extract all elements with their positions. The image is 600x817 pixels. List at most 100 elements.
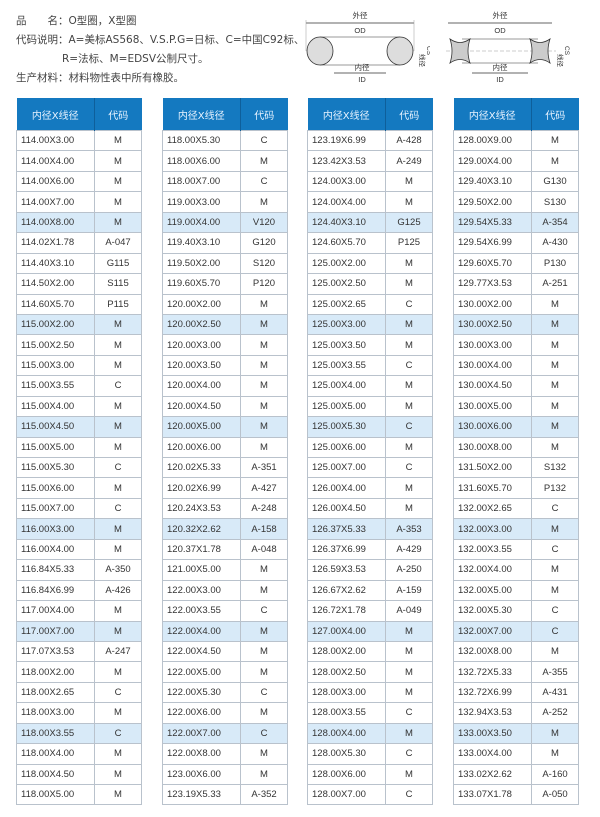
code-cell: M bbox=[531, 743, 579, 765]
code-cell: V120 bbox=[240, 211, 288, 234]
table-row: 130.00X2.00 M bbox=[453, 293, 579, 315]
table-row: 126.72X1.78 A-049 bbox=[307, 600, 433, 622]
table-row: 132.00X5.00 M bbox=[453, 579, 579, 602]
code-cell: A-428 bbox=[385, 129, 433, 152]
code-cell: M bbox=[94, 600, 142, 622]
code-cell: M bbox=[240, 640, 288, 663]
code-cell: C bbox=[240, 722, 288, 745]
table-row: 118.00X3.00 M bbox=[16, 702, 142, 724]
size-cell: 129.60X5.70 bbox=[453, 252, 532, 275]
code-cell: M bbox=[240, 150, 288, 172]
table-row: 122.00X8.00 M bbox=[162, 743, 288, 765]
header-size: 内径X线径 bbox=[16, 98, 95, 131]
size-cell: 122.00X3.55 bbox=[162, 600, 241, 622]
size-cell: 125.00X3.50 bbox=[307, 334, 386, 356]
code-cell: M bbox=[94, 150, 142, 172]
size-cell: 125.00X7.00 bbox=[307, 456, 386, 479]
table-row: 120.00X2.50 M bbox=[162, 313, 288, 336]
size-cell: 117.07X3.53 bbox=[16, 640, 95, 663]
code-cell: M bbox=[240, 334, 288, 356]
id-label: ID bbox=[358, 75, 366, 82]
table-header: 内径X线径 代码 bbox=[162, 98, 288, 131]
size-cell: 120.32X2.62 bbox=[162, 518, 241, 540]
code-cell: M bbox=[94, 477, 142, 499]
size-cell: 132.94X3.53 bbox=[453, 702, 532, 724]
size-cell: 118.00X5.00 bbox=[16, 783, 95, 806]
header-size: 内径X线径 bbox=[307, 98, 386, 131]
size-table-2: 内径X线径 代码 118.00X5.30 C 118.00X6.00 M 118.00X7.… bbox=[162, 98, 288, 806]
table-row: 115.00X3.00 M bbox=[16, 354, 142, 377]
table-row: 118.00X2.00 M bbox=[16, 661, 142, 683]
size-cell: 123.19X6.99 bbox=[307, 129, 386, 152]
size-cell: 128.00X6.00 bbox=[307, 763, 386, 786]
table-row: 124.60X5.70 P125 bbox=[307, 232, 433, 254]
code-cell: A-355 bbox=[531, 661, 579, 683]
size-cell: 118.00X4.00 bbox=[16, 743, 95, 765]
table-row: 132.00X5.30 C bbox=[453, 600, 579, 622]
size-cell: 124.00X4.00 bbox=[307, 191, 386, 213]
table-row: 125.00X5.00 M bbox=[307, 395, 433, 418]
size-cell: 129.50X2.00 bbox=[453, 191, 532, 213]
table-row: 120.00X5.00 M bbox=[162, 416, 288, 438]
table-row: 115.00X4.00 M bbox=[16, 395, 142, 418]
size-cell: 133.00X4.00 bbox=[453, 743, 532, 765]
size-table-4: 内径X线径 代码 128.00X9.00 M 129.00X4.00 M 129.40X3.… bbox=[453, 98, 579, 806]
code-cell: M bbox=[94, 211, 142, 234]
table-row: 126.59X3.53 A-250 bbox=[307, 559, 433, 581]
code-cell: S132 bbox=[531, 456, 579, 479]
size-cell: 118.00X2.65 bbox=[16, 681, 95, 704]
code-cell: M bbox=[240, 191, 288, 213]
table-row: 131.50X2.00 S132 bbox=[453, 456, 579, 479]
table-row: 119.40X3.10 G120 bbox=[162, 232, 288, 254]
table-row: 124.40X3.10 G125 bbox=[307, 211, 433, 234]
code-cell: M bbox=[385, 313, 433, 336]
table-row: 120.37X1.78 A-048 bbox=[162, 538, 288, 561]
table-row: 133.02X2.62 A-160 bbox=[453, 763, 579, 786]
size-cell: 115.00X3.00 bbox=[16, 354, 95, 377]
table-row: 117.00X7.00 M bbox=[16, 620, 142, 642]
table-row: 128.00X2.00 M bbox=[307, 640, 433, 663]
size-cell: 126.72X1.78 bbox=[307, 600, 386, 622]
table-row: 125.00X2.65 C bbox=[307, 293, 433, 315]
size-cell: 119.50X2.00 bbox=[162, 252, 241, 275]
code-cell: G115 bbox=[94, 252, 142, 275]
size-cell: 132.00X3.00 bbox=[453, 518, 532, 540]
code-cell: M bbox=[385, 661, 433, 683]
table-row: 125.00X6.00 M bbox=[307, 436, 433, 459]
code-cell: M bbox=[385, 620, 433, 642]
code-cell: A-049 bbox=[385, 600, 433, 622]
code-cell: G125 bbox=[385, 211, 433, 234]
table-row: 132.72X6.99 A-431 bbox=[453, 681, 579, 704]
size-cell: 130.00X5.00 bbox=[453, 395, 532, 418]
code-cell: M bbox=[94, 436, 142, 459]
od-cn-label: 外径 bbox=[353, 10, 368, 20]
code-cell: M bbox=[385, 640, 433, 663]
header-size: 内径X线径 bbox=[162, 98, 241, 131]
code-cell: M bbox=[94, 620, 142, 642]
code-cell: M bbox=[240, 702, 288, 724]
code-cell: M bbox=[94, 538, 142, 561]
code-cell: M bbox=[531, 334, 579, 356]
table-row: 125.00X7.00 C bbox=[307, 456, 433, 479]
table-row: 126.37X6.99 A-429 bbox=[307, 538, 433, 561]
table-row: 126.00X4.00 M bbox=[307, 477, 433, 499]
table-header: 内径X线径 代码 bbox=[16, 98, 142, 131]
size-cell: 129.40X3.10 bbox=[453, 170, 532, 193]
code-cell: C bbox=[240, 170, 288, 193]
table-row: 119.60X5.70 P120 bbox=[162, 273, 288, 295]
code-cell: M bbox=[94, 129, 142, 152]
size-cell: 122.00X8.00 bbox=[162, 743, 241, 765]
code-cell: M bbox=[531, 416, 579, 438]
code-cell: M bbox=[385, 395, 433, 418]
table-row: 122.00X3.55 C bbox=[162, 600, 288, 622]
table-row: 120.02X5.33 A-351 bbox=[162, 456, 288, 479]
size-cell: 123.42X3.53 bbox=[307, 150, 386, 172]
size-cell: 118.00X3.55 bbox=[16, 722, 95, 745]
size-cell: 124.60X5.70 bbox=[307, 232, 386, 254]
code-cell: M bbox=[240, 763, 288, 786]
code-cell: M bbox=[94, 416, 142, 438]
size-cell: 124.00X3.00 bbox=[307, 170, 386, 193]
table-row: 132.00X8.00 M bbox=[453, 640, 579, 663]
code-cell: A-354 bbox=[531, 211, 579, 234]
table-row: 126.00X4.50 M bbox=[307, 497, 433, 520]
